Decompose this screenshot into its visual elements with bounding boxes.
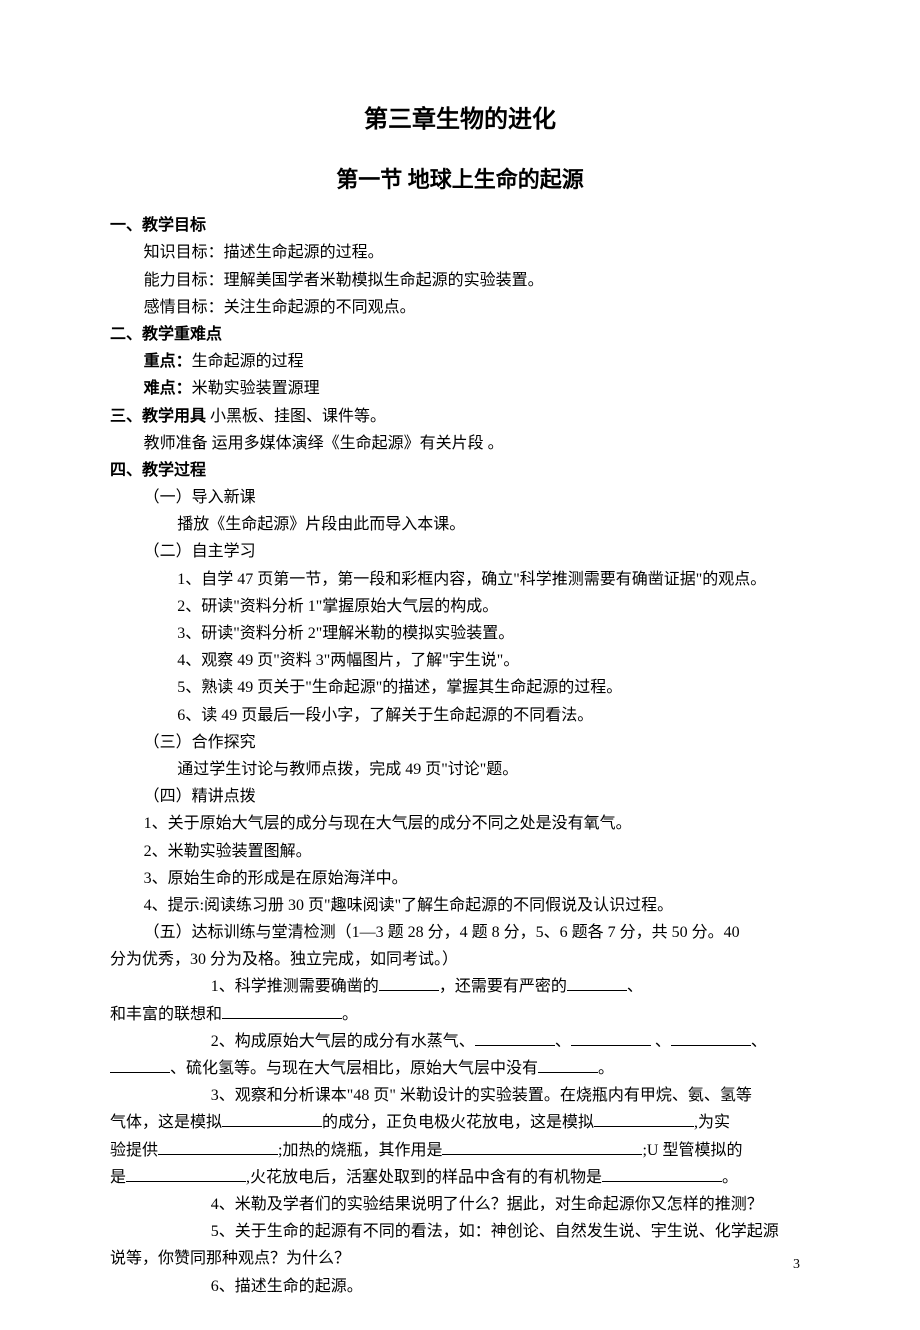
q3-line1: 3、观察和分析课本"48 页" 米勒设计的实验装置。在烧瓶内有甲烷、氨、氢等	[110, 1082, 810, 1109]
p2-item: 2、研读"资料分析 1"掌握原始大气层的构成。	[110, 593, 810, 620]
sec2-nd: 难点：米勒实验装置源理	[110, 375, 810, 402]
p2-item: 4、观察 49 页"资料 3"两幅图片，了解"宇生说"。	[110, 647, 810, 674]
q2-c: 、	[651, 1033, 671, 1050]
q3-line4: 是 ,火花放电后，活塞处取到的样品中含有的有机物是 。	[110, 1164, 810, 1191]
q2-line2: 、硫化氢等。与现在大气层相比，原始大气层中没有 。	[110, 1055, 810, 1082]
q1-a: 1、科学推测需要确凿的	[110, 978, 379, 995]
zd-label: 重点：	[144, 353, 192, 370]
q3-h: 是	[110, 1169, 126, 1186]
q3-line2: 气体，这是模拟 的成分，正负电极火花放电，这是模拟 ,为实	[110, 1109, 810, 1136]
q2-b: 、	[555, 1033, 571, 1050]
p1-title: （一）导入新课	[110, 484, 810, 511]
blank	[602, 1165, 722, 1182]
q3-line3: 验提供 ;加热的烧瓶，其作用是 ;U 型管模拟的	[110, 1137, 810, 1164]
p5-title-a: （五）达标训练与堂清检测（1—3 题 28 分，4 题 8 分，5、6 题各 7…	[110, 919, 810, 946]
blank	[538, 1056, 598, 1073]
q3-e: 验提供	[110, 1142, 158, 1159]
p4-item: 2、米勒实验装置图解。	[110, 838, 810, 865]
q3-i: ,火花放电后，活塞处取到的样品中含有的有机物是	[246, 1169, 602, 1186]
q5-b: 说等，你赞同那种观点？为什么？	[110, 1245, 810, 1272]
sec1-heading: 一、教学目标	[110, 212, 810, 239]
blank	[158, 1138, 278, 1155]
q4: 4、米勒及学者们的实验结果说明了什么？据此，对生命起源你又怎样的推测？	[110, 1191, 810, 1218]
p3-body: 通过学生讨论与教师点拨，完成 49 页"讨论"题。	[110, 756, 810, 783]
chapter-title: 第三章生物的进化	[110, 100, 810, 141]
q2-a: 2、构成原始大气层的成分有水蒸气、	[110, 1033, 475, 1050]
blank	[222, 1110, 322, 1127]
q1-e: 。	[342, 1006, 358, 1023]
p5-title-b: 分为优秀，30 分为及格。独立完成，如同考试。）	[110, 946, 810, 973]
q3-b: 气体，这是模拟	[110, 1114, 222, 1131]
page-number: 3	[793, 1253, 800, 1277]
q3-g: ;U 型管模拟的	[642, 1142, 742, 1159]
q2-d: 、	[751, 1033, 767, 1050]
q2-e: 、硫化氢等。与现在大气层相比，原始大气层中没有	[170, 1060, 538, 1077]
blank	[442, 1138, 642, 1155]
nd-text: 米勒实验装置源理	[192, 380, 320, 397]
sec4-heading: 四、教学过程	[110, 457, 810, 484]
sec2-heading: 二、教学重难点	[110, 321, 810, 348]
nd-label: 难点：	[144, 380, 192, 397]
blank	[571, 1029, 651, 1046]
sec2-zd: 重点：生命起源的过程	[110, 348, 810, 375]
zd-text: 生命起源的过程	[192, 353, 304, 370]
p2-item: 5、熟读 49 页关于"生命起源"的描述，掌握其生命起源的过程。	[110, 674, 810, 701]
q1-line2: 和丰富的联想和 。	[110, 1001, 810, 1028]
section-title: 第一节 地球上生命的起源	[110, 161, 810, 198]
p2-item: 1、自学 47 页第一节，第一段和彩框内容，确立"科学推测需要有确凿证据"的观点…	[110, 566, 810, 593]
blank	[379, 974, 439, 991]
q1-d: 和丰富的联想和	[110, 1006, 222, 1023]
blank	[126, 1165, 246, 1182]
q5-a: 5、关于生命的起源有不同的看法，如：神创论、自然发生说、宇生说、化学起源	[110, 1218, 810, 1245]
sec1-item: 感情目标：关注生命起源的不同观点。	[110, 294, 810, 321]
sec3-heading-text: 三、教学用具	[110, 408, 206, 425]
blank	[594, 1110, 694, 1127]
q3-c: 的成分，正负电极火花放电，这是模拟	[322, 1114, 594, 1131]
p4-item: 4、提示:阅读练习册 30 页"趣味阅读"了解生命起源的不同假说及认识过程。	[110, 892, 810, 919]
q3-f: ;加热的烧瓶，其作用是	[278, 1142, 442, 1159]
blank	[110, 1056, 170, 1073]
q3-d: ,为实	[694, 1114, 730, 1131]
sec3-prep: 教师准备 运用多媒体演绎《生命起源》有关片段 。	[110, 430, 810, 457]
blank	[671, 1029, 751, 1046]
sec3-heading: 三、教学用具 小黑板、挂图、课件等。	[110, 403, 810, 430]
q3-j: 。	[722, 1169, 738, 1186]
blank	[222, 1002, 342, 1019]
q1-c: 、	[627, 978, 643, 995]
p2-item: 3、研读"资料分析 2"理解米勒的模拟实验装置。	[110, 620, 810, 647]
sec1-item: 知识目标：描述生命起源的过程。	[110, 239, 810, 266]
p4-title: （四）精讲点拨	[110, 783, 810, 810]
p2-item: 6、读 49 页最后一段小字，了解关于生命起源的不同看法。	[110, 702, 810, 729]
q6: 6、描述生命的起源。	[110, 1273, 810, 1300]
p3-title: （三）合作探究	[110, 729, 810, 756]
blank	[567, 974, 627, 991]
q2-f: 。	[598, 1060, 614, 1077]
q1-b: ，还需要有严密的	[439, 978, 567, 995]
p4-item: 1、关于原始大气层的成分与现在大气层的成分不同之处是没有氧气。	[110, 810, 810, 837]
p4-item: 3、原始生命的形成是在原始海洋中。	[110, 865, 810, 892]
blank	[475, 1029, 555, 1046]
p1-body: 播放《生命起源》片段由此而导入本课。	[110, 511, 810, 538]
p2-title: （二）自主学习	[110, 538, 810, 565]
sec3-rest: 小黑板、挂图、课件等。	[206, 408, 386, 425]
q2-line1: 2、构成原始大气层的成分有水蒸气、 、 、 、	[110, 1028, 810, 1055]
sec1-item: 能力目标：理解美国学者米勒模拟生命起源的实验装置。	[110, 267, 810, 294]
q1-line1: 1、科学推测需要确凿的 ，还需要有严密的 、	[110, 973, 810, 1000]
